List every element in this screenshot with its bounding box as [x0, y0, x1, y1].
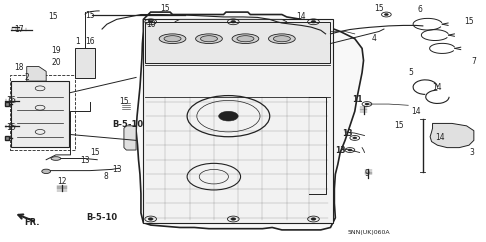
Text: 10: 10 — [146, 20, 156, 29]
Ellipse shape — [273, 36, 290, 42]
Polygon shape — [136, 12, 364, 230]
Circle shape — [311, 21, 316, 23]
Circle shape — [148, 218, 153, 220]
Ellipse shape — [51, 157, 61, 160]
Circle shape — [348, 149, 352, 151]
Text: 8: 8 — [104, 172, 108, 181]
Text: 1: 1 — [75, 37, 80, 46]
Ellipse shape — [164, 36, 181, 42]
Text: B-5-10: B-5-10 — [112, 120, 143, 129]
Ellipse shape — [195, 34, 223, 44]
Text: B-5-10: B-5-10 — [87, 213, 118, 222]
FancyBboxPatch shape — [11, 81, 69, 147]
Ellipse shape — [232, 34, 259, 44]
Text: 19: 19 — [51, 46, 61, 55]
Polygon shape — [27, 67, 46, 81]
Circle shape — [148, 21, 153, 23]
Text: 16: 16 — [6, 96, 16, 105]
Text: 7: 7 — [471, 57, 476, 66]
Text: 15: 15 — [85, 11, 95, 20]
Text: 5NN(UK)060A: 5NN(UK)060A — [348, 230, 391, 235]
Ellipse shape — [237, 36, 254, 42]
Text: 15: 15 — [49, 12, 58, 22]
Text: 13: 13 — [335, 145, 346, 155]
Text: 12: 12 — [57, 177, 67, 186]
Text: 3: 3 — [469, 148, 474, 157]
Polygon shape — [148, 27, 192, 35]
Text: 13: 13 — [112, 165, 122, 174]
Text: 14: 14 — [296, 12, 306, 22]
Polygon shape — [175, 19, 287, 27]
Ellipse shape — [159, 34, 186, 44]
Circle shape — [365, 103, 369, 105]
Text: 9: 9 — [364, 168, 369, 178]
Bar — [143, 19, 333, 223]
Ellipse shape — [200, 36, 217, 42]
Text: 15: 15 — [90, 148, 100, 157]
Ellipse shape — [42, 169, 51, 174]
Circle shape — [231, 218, 236, 220]
Text: 14: 14 — [435, 133, 445, 143]
Circle shape — [353, 137, 357, 139]
Text: 14: 14 — [411, 107, 420, 116]
Text: 15: 15 — [160, 4, 170, 13]
Polygon shape — [124, 126, 136, 150]
Circle shape — [311, 218, 316, 220]
Text: 5: 5 — [408, 68, 413, 77]
Ellipse shape — [268, 34, 295, 44]
Text: 6: 6 — [418, 5, 423, 14]
Text: 15: 15 — [394, 121, 403, 130]
Text: 20: 20 — [51, 58, 61, 68]
Text: 13: 13 — [342, 129, 353, 138]
Text: 16: 16 — [85, 37, 95, 46]
Text: 4: 4 — [372, 34, 377, 43]
Text: 15: 15 — [374, 4, 384, 13]
Circle shape — [219, 111, 238, 121]
Text: 17: 17 — [15, 24, 24, 34]
Polygon shape — [430, 123, 474, 148]
Bar — [145, 22, 330, 63]
Text: 15: 15 — [119, 97, 129, 106]
Circle shape — [384, 14, 388, 15]
Text: 11: 11 — [352, 95, 363, 104]
Text: 15: 15 — [464, 17, 474, 26]
Text: 2: 2 — [24, 73, 29, 82]
Text: FR.: FR. — [24, 218, 39, 227]
Text: 18: 18 — [14, 63, 23, 72]
Text: 13: 13 — [80, 156, 90, 166]
Circle shape — [231, 21, 236, 23]
FancyBboxPatch shape — [75, 48, 95, 78]
Text: 15: 15 — [6, 122, 16, 132]
Text: 14: 14 — [433, 83, 442, 92]
